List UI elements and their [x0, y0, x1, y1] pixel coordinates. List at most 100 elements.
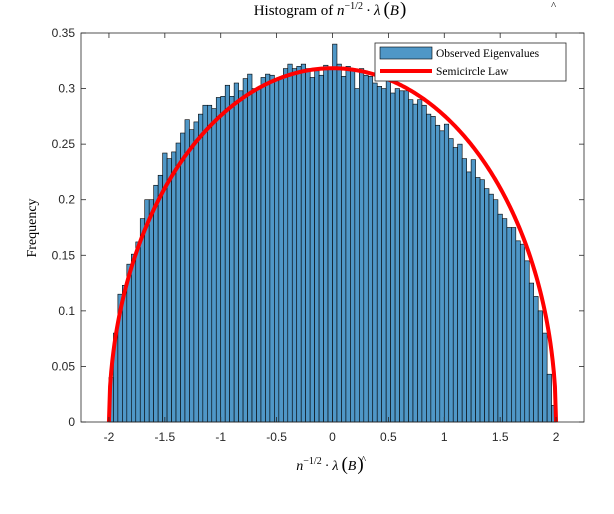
y-tick-label: 0.35: [52, 26, 76, 40]
y-tick-label: 0.2: [58, 193, 75, 207]
histogram-bar: [528, 282, 534, 423]
histogram-bar: [211, 108, 217, 423]
histogram-bar: [461, 158, 467, 423]
histogram-bar: [443, 123, 450, 423]
histogram-bar: [166, 158, 172, 423]
histogram-bar: [291, 68, 298, 423]
histogram-bar: [412, 103, 418, 423]
histogram-bar: [479, 179, 485, 423]
histogram-bar: [493, 199, 499, 423]
histogram-bar: [403, 90, 409, 423]
semicircle-law-curve: [106, 66, 559, 423]
histogram-bar: [524, 260, 530, 423]
histogram-bar: [484, 188, 490, 423]
histogram-bar: [283, 68, 289, 423]
histogram-bar: [394, 88, 400, 423]
histogram-bar: [359, 68, 365, 423]
histogram-bar: [251, 88, 257, 423]
histogram-bar: [421, 104, 427, 423]
histogram-bar: [305, 68, 311, 423]
x-axis-label: n−1/2 · λ (B): [296, 454, 363, 475]
y-tick-label: 0.25: [52, 137, 76, 151]
histogram-bar: [372, 82, 378, 423]
histogram-bar: [229, 96, 235, 423]
histogram-bar: [274, 78, 280, 423]
histogram-bar: [198, 113, 204, 423]
histogram-bar: [417, 99, 423, 423]
histogram-bar: [354, 88, 360, 423]
legend-swatch-observed: [379, 46, 433, 60]
histogram-bar: [314, 70, 320, 423]
histogram-bar: [318, 74, 324, 423]
histogram-bar: [247, 73, 253, 423]
histogram-bar: [381, 88, 387, 423]
histogram-bar: [220, 96, 226, 423]
histogram-bar: [135, 241, 141, 423]
x-tick-label: 0: [329, 430, 336, 444]
x-tick-label: -1: [215, 430, 226, 444]
histogram-bar: [363, 74, 369, 423]
title-hat-mark: ^: [551, 0, 557, 12]
histogram-bar: [345, 66, 351, 423]
histogram-bar: [426, 113, 432, 423]
histogram-bar: [171, 151, 177, 423]
histogram-bar: [475, 177, 481, 423]
histogram-bar: [439, 130, 445, 423]
x-tick-label: 1.5: [492, 430, 509, 444]
y-tick-label: 0.3: [58, 82, 75, 96]
histogram-bar: [332, 43, 338, 423]
y-tick-label: 0.05: [52, 359, 76, 373]
histogram-bar: [242, 78, 248, 423]
histogram-bar: [189, 129, 195, 423]
histogram-bar: [367, 76, 374, 423]
y-tick-label: 0.1: [58, 304, 75, 318]
histogram-bar: [224, 84, 230, 423]
histogram-bar: [537, 310, 543, 423]
histogram-bar: [233, 82, 239, 423]
histogram-bar: [148, 199, 154, 423]
histogram-bar: [533, 296, 539, 423]
histogram-bar: [296, 66, 302, 423]
y-axis-label: Frequency: [25, 198, 40, 257]
histogram-bar: [452, 147, 458, 423]
histogram-bar: [131, 253, 137, 423]
histogram-bar: [175, 142, 181, 423]
histogram-bar: [470, 159, 476, 423]
histogram-bar: [327, 67, 333, 423]
histogram-bar: [350, 70, 356, 423]
histogram-bar: [184, 119, 190, 423]
histogram-bar: [542, 332, 548, 423]
histogram-bar: [215, 97, 222, 423]
xlabel-hat-mark: ^: [361, 454, 367, 466]
histogram-bar: [309, 77, 315, 423]
histogram-bar: [336, 63, 342, 423]
chart-title: Histogram of n−1/2 · λ (B): [254, 0, 407, 20]
histogram-bar: [139, 218, 146, 423]
histogram-bar: [193, 121, 199, 423]
histogram-bar: [506, 227, 512, 423]
histogram-bar: [323, 64, 329, 423]
y-tick-label: 0: [68, 415, 75, 429]
histogram-bar: [202, 104, 208, 423]
histogram-bar: [497, 213, 503, 423]
legend-label-observed: Observed Eigenvalues: [436, 48, 540, 60]
x-axis-ticks: -2 -1.5 -1 -0.5 0 0.5 1 1.5 2: [104, 33, 560, 444]
histogram-bar: [153, 184, 159, 423]
y-tick-label: 0.15: [52, 248, 76, 262]
histogram-bar: [278, 77, 284, 423]
x-tick-label: -0.5: [266, 430, 287, 444]
y-axis-ticks: 0 0.05 0.1 0.15 0.2 0.25 0.3 0.35: [52, 26, 584, 429]
x-tick-label: 1: [441, 430, 448, 444]
histogram-bar: [265, 73, 271, 423]
histogram-bar: [269, 74, 275, 423]
histogram-bar: [341, 76, 347, 423]
histogram-bar: [488, 193, 494, 423]
x-tick-label: 0.5: [380, 430, 397, 444]
histogram-bar: [515, 240, 521, 423]
histogram-bar: [430, 116, 436, 423]
histogram-bar: [238, 90, 244, 423]
histogram-bar: [376, 86, 382, 423]
x-tick-label: 2: [553, 430, 560, 444]
histogram-bar: [157, 174, 163, 423]
